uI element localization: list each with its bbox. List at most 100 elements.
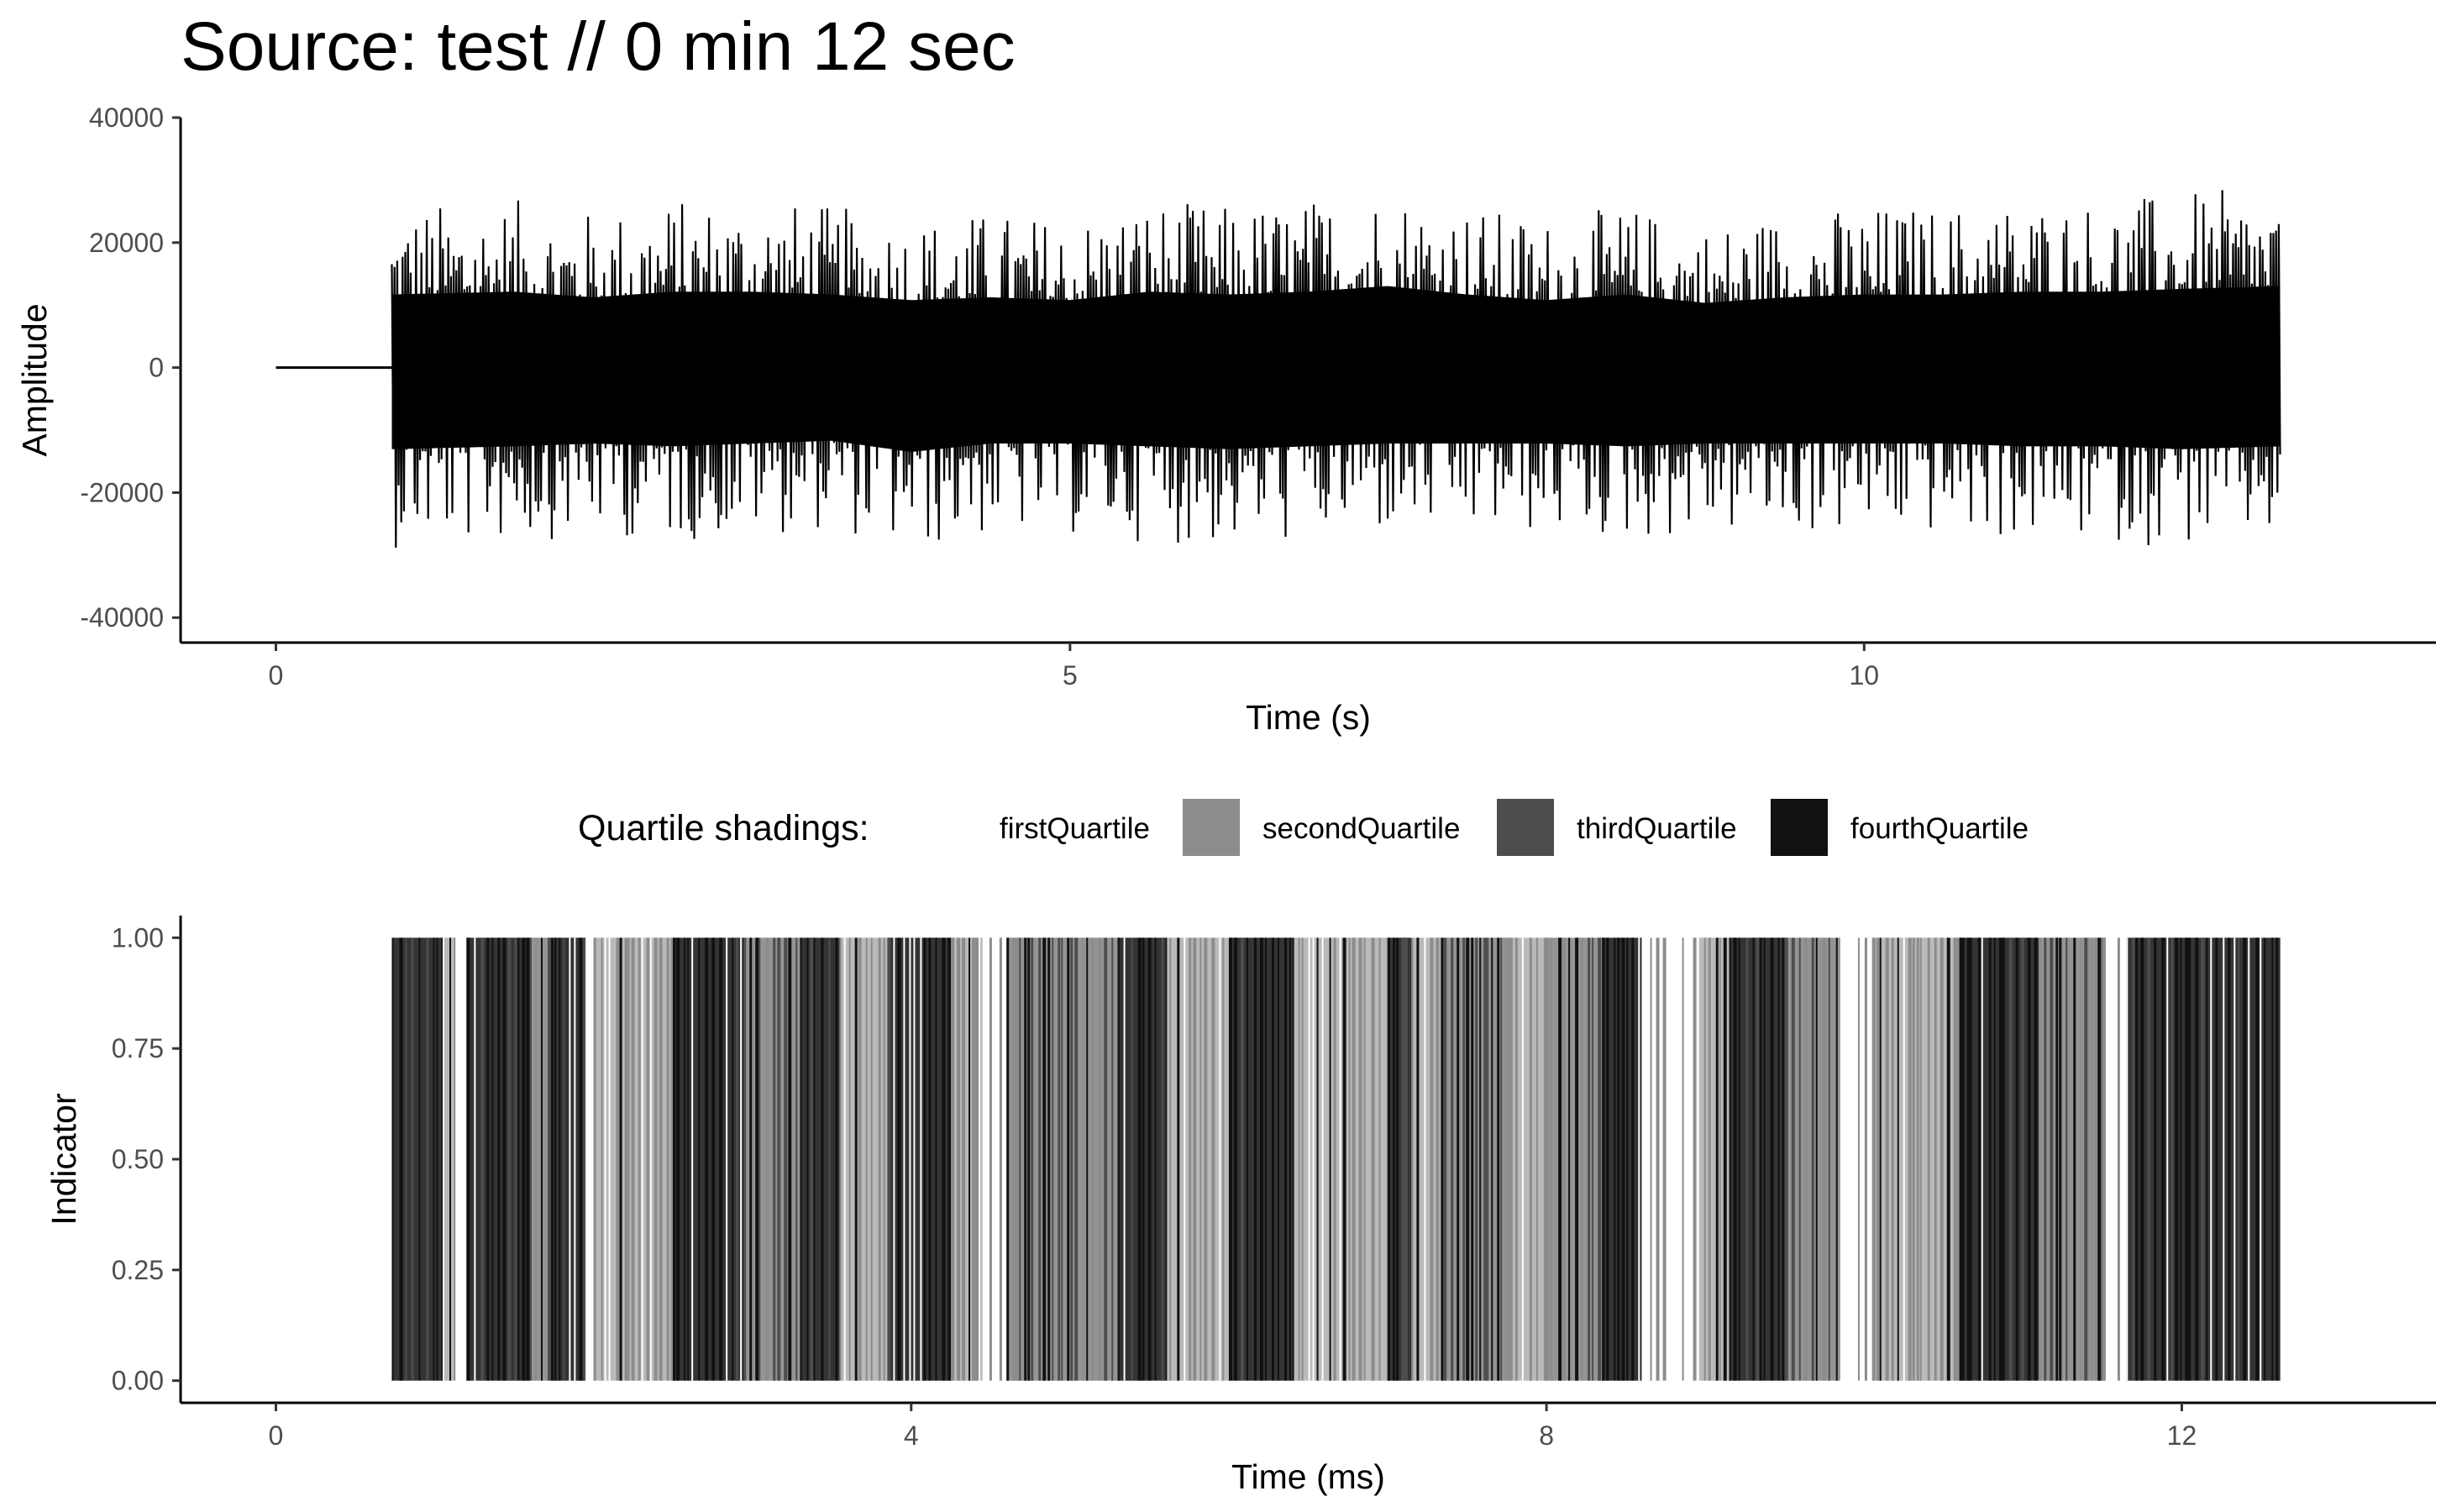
indicator-bar — [2002, 937, 2005, 1381]
indicator-bar — [1457, 937, 1460, 1381]
waveform-y-axis-title: Amplitude — [15, 303, 54, 456]
indicator-bar — [1371, 937, 1375, 1381]
quartile-legend: Quartile shadings: firstQuartile secondQu… — [578, 799, 2029, 856]
indicator-bar — [795, 937, 798, 1381]
indicator-bar — [1016, 937, 1020, 1381]
indicator-y-tick-label: 0.75 — [112, 1033, 164, 1063]
indicator-bar — [1719, 937, 1721, 1381]
indicator-bar — [810, 937, 814, 1381]
indicator-bar — [1283, 937, 1287, 1381]
indicator-bar — [1822, 937, 1826, 1381]
indicator-bar — [491, 937, 494, 1381]
indicator-segment-q1 — [585, 937, 591, 1381]
indicator-bar — [1111, 937, 1114, 1381]
indicator-bar — [1312, 937, 1315, 1381]
legend-key-secondQuartile — [1183, 799, 1240, 856]
indicator-bar — [928, 937, 932, 1381]
indicator-bar — [1491, 937, 1493, 1381]
indicator-bar — [608, 937, 611, 1381]
indicator-segment-q2 — [951, 937, 983, 1381]
indicator-bar — [878, 937, 881, 1381]
indicator-bar — [1117, 937, 1166, 1381]
indicator-bar — [1271, 937, 1274, 1381]
indicator-bar — [1443, 937, 1447, 1381]
indicator-bar — [2050, 937, 2054, 1381]
indicator-bar — [1451, 937, 1454, 1381]
indicator-bar — [2080, 937, 2082, 1381]
indicator-bar — [2034, 937, 2038, 1381]
indicator-bar — [646, 937, 650, 1381]
indicator-segment-q2 — [593, 937, 674, 1381]
indicator-bar — [563, 937, 565, 1381]
indicator-bar — [2147, 937, 2151, 1381]
indicator-bar — [1308, 937, 1310, 1381]
indicator-segment-q3 — [1006, 937, 1121, 1381]
indicator-segment-q1 — [982, 937, 1006, 1381]
indicator-bar — [418, 937, 421, 1381]
indicator-bar — [1777, 937, 1780, 1381]
indicator-segment-q3 — [529, 937, 554, 1381]
indicator-bar — [1682, 937, 1684, 1381]
indicator-bar — [2175, 937, 2179, 1381]
indicator-bar — [1835, 937, 1838, 1381]
indicator-x-tick-label: 12 — [2167, 1420, 2197, 1451]
indicator-bar — [1981, 937, 1983, 1381]
indicator-bar — [436, 937, 438, 1381]
indicator-bar — [1074, 937, 1079, 1381]
indicator-bar — [442, 937, 444, 1381]
indicator-bar — [705, 937, 709, 1381]
indicator-bar — [2195, 937, 2199, 1381]
indicator-bar — [1529, 937, 1532, 1381]
indicator-bar — [2055, 937, 2059, 1381]
indicator-bar — [1912, 937, 1915, 1381]
indicator-y-tick-label: 0.25 — [112, 1255, 164, 1285]
indicator-bar — [1546, 937, 1603, 1381]
indicator-bar — [514, 937, 517, 1381]
waveform-y-tick-label: -20000 — [80, 477, 164, 507]
indicator-bar — [534, 937, 537, 1381]
indicator-bar — [2039, 937, 2102, 1381]
indicator-bar — [569, 937, 571, 1381]
indicator-bar — [1598, 937, 1602, 1381]
indicator-bar — [800, 937, 802, 1381]
indicator-bar — [1864, 937, 1867, 1381]
indicator-bar — [1321, 937, 1324, 1381]
indicator-bar — [1483, 937, 1488, 1381]
indicator-segment-q2 — [1871, 937, 1960, 1381]
indicator-bar — [1479, 937, 1482, 1381]
indicator-y-ticks: 0.00 0.25 0.50 0.75 1.00 — [112, 922, 181, 1396]
indicator-segment-q3 — [1784, 937, 1840, 1381]
indicator-bar — [2255, 937, 2260, 1381]
indicator-bar — [1606, 937, 1609, 1381]
indicator-bar — [691, 937, 694, 1381]
indicator-bar — [1123, 937, 1126, 1381]
indicator-bar — [550, 937, 554, 1381]
indicator-bar — [975, 937, 979, 1381]
indicator-bar — [517, 937, 520, 1381]
indicator-bar — [1416, 937, 1420, 1381]
indicator-bar — [1298, 937, 1300, 1381]
indicator-bar — [1551, 937, 1553, 1381]
indicator-x-tick-label: 4 — [904, 1420, 919, 1451]
indicator-bar — [1019, 937, 1021, 1381]
waveform-panel: 40000 20000 0 -20000 -40000 0 5 10 Amplitude T… — [15, 102, 2436, 737]
indicator-bar — [676, 937, 680, 1381]
indicator-segment-q4 — [673, 937, 745, 1381]
waveform-plot-area — [276, 190, 2281, 549]
indicator-segment-q2 — [1411, 937, 1444, 1381]
indicator-bar — [923, 937, 926, 1381]
indicator-bar — [1277, 937, 1279, 1381]
indicator-bar — [1352, 937, 1356, 1381]
indicator-bar — [2228, 937, 2231, 1381]
indicator-segment-q2 — [1165, 937, 1229, 1381]
indicator-bar — [1165, 937, 1168, 1381]
indicator-bar — [1988, 937, 1992, 1381]
indicator-bar — [2039, 937, 2042, 1381]
indicator-bar — [1098, 937, 1102, 1381]
indicator-bar — [1240, 937, 1244, 1381]
indicator-bar — [2094, 937, 2098, 1381]
indicator-bar — [1104, 937, 1108, 1381]
indicator-segment-q4 — [466, 937, 530, 1381]
indicator-bar — [2109, 937, 2112, 1381]
indicator-bar — [1850, 937, 1853, 1381]
